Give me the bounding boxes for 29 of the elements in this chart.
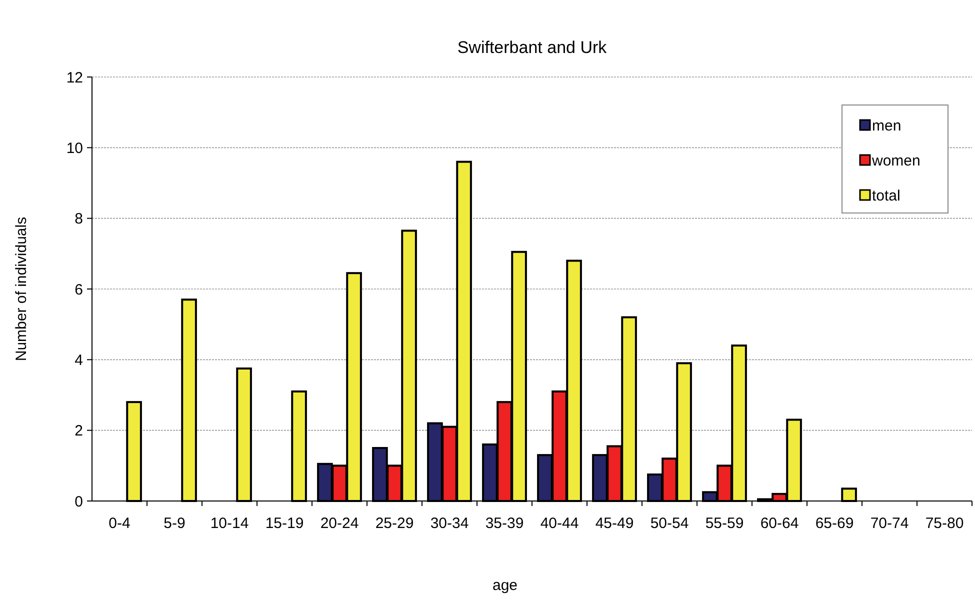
x-tick-label: 65-69	[815, 515, 854, 532]
x-tick-label: 75-80	[925, 515, 964, 532]
y-tick-label: 4	[74, 352, 83, 369]
y-tick-label: 10	[66, 140, 83, 157]
x-tick-label: 20-24	[320, 515, 359, 532]
y-tick-label: 6	[74, 281, 83, 298]
x-tick-label: 60-64	[760, 515, 799, 532]
y-axis-title: Number of individuals	[13, 216, 30, 362]
x-tick-label: 35-39	[485, 515, 524, 532]
x-tick-label: 25-29	[375, 515, 414, 532]
x-tick-label: 70-74	[870, 515, 909, 532]
y-tick-label: 12	[66, 69, 83, 86]
x-tick-label: 40-44	[540, 515, 579, 532]
x-tick-label: 0-4	[108, 515, 130, 532]
y-tick-label: 2	[74, 422, 83, 440]
x-tick-label: 30-34	[430, 515, 469, 532]
x-tick-label: 50-54	[650, 515, 689, 532]
legend-label: men	[872, 117, 902, 134]
y-tick-label: 0	[74, 493, 83, 510]
chart-title: Swifterbant and Urk	[457, 38, 608, 57]
legend-label: women	[871, 152, 920, 170]
x-tick-label: 15-19	[265, 515, 304, 532]
x-tick-label: 5-9	[164, 515, 186, 532]
x-axis-title: age	[492, 577, 518, 594]
legend-label: total	[872, 187, 900, 204]
x-tick-label: 10-14	[210, 515, 249, 532]
y-tick-label: 8	[74, 210, 83, 228]
x-tick-label: 45-49	[595, 515, 634, 532]
x-tick-label: 55-59	[705, 515, 744, 532]
